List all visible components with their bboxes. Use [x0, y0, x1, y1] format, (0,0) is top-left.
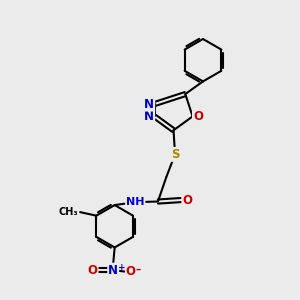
- Text: NH: NH: [126, 197, 145, 207]
- Text: S: S: [171, 148, 179, 161]
- Text: O: O: [126, 266, 136, 278]
- Text: CH₃: CH₃: [58, 207, 78, 217]
- Text: +: +: [118, 263, 125, 272]
- Text: N: N: [108, 264, 118, 277]
- Text: O: O: [182, 194, 192, 207]
- Text: N: N: [144, 98, 154, 111]
- Text: O: O: [88, 264, 98, 277]
- Text: O: O: [193, 110, 203, 123]
- Text: –: –: [136, 265, 141, 275]
- Text: N: N: [144, 110, 154, 123]
